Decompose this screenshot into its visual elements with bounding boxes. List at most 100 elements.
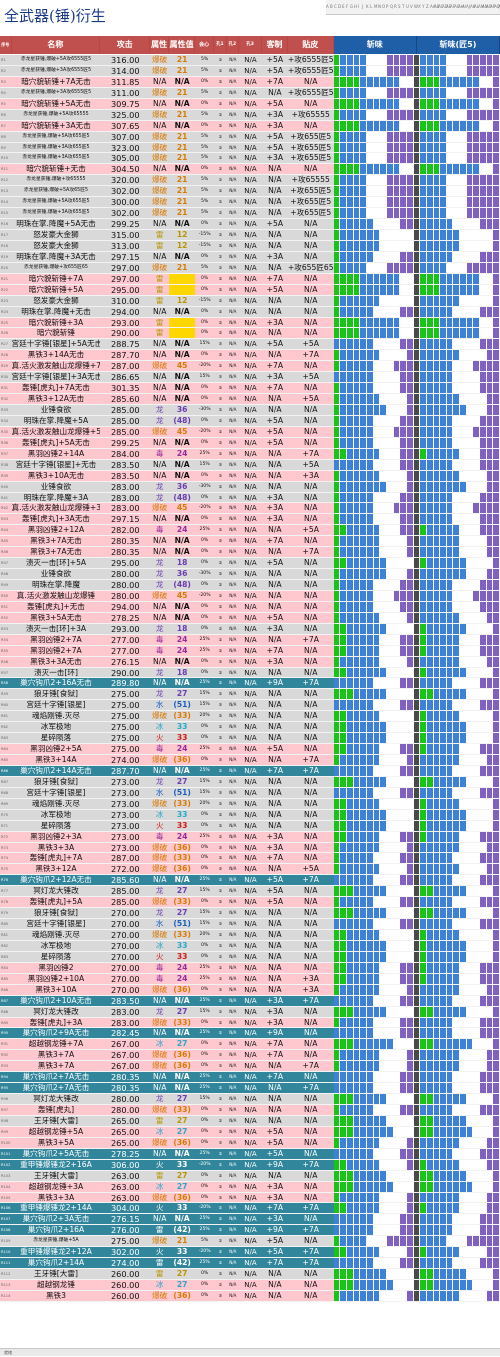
column-letter[interactable]: AM xyxy=(478,4,485,9)
affinity[interactable]: 5% xyxy=(200,144,209,150)
weapon-name[interactable]: 巢穴钩爪2+10A无击 xyxy=(20,995,92,1005)
row-index[interactable]: R94 xyxy=(1,1075,9,1080)
decoration[interactable]: N/A xyxy=(304,230,318,239)
slot-3[interactable]: N/A xyxy=(244,1062,257,1071)
row-index[interactable]: R100 xyxy=(1,1140,11,1145)
row-index[interactable]: R16 xyxy=(1,222,9,227)
affinity[interactable]: 5% xyxy=(200,199,209,205)
decoration[interactable]: +攻6555匠5 xyxy=(287,55,334,64)
custom-upgrade[interactable]: +3A xyxy=(266,1192,284,1202)
slot-1[interactable]: ① xyxy=(218,647,223,653)
table-row[interactable]: R10 赤龙星获锤,爆破+3A攻655匠5 305.00 爆破 21 5% ① N/A N/A +… xyxy=(0,153,500,165)
slot-2[interactable]: N/A xyxy=(229,1216,237,1222)
table-row[interactable]: R112 王牙锤[大雷] 260.00 雷 27 0% ② N/A N/A N/A N/A xyxy=(0,1269,500,1280)
element-value[interactable]: 24 xyxy=(176,634,188,644)
row-index[interactable]: R89 xyxy=(1,1020,9,1025)
slot-1[interactable]: ① xyxy=(218,144,223,150)
element-type[interactable]: 爆破 xyxy=(152,755,168,764)
attack-value[interactable]: 297.15 xyxy=(110,514,140,525)
weapon-name[interactable]: 星碎陨落 xyxy=(40,820,72,830)
decoration[interactable]: N/A xyxy=(304,853,318,863)
custom-upgrade[interactable]: +3A xyxy=(266,1006,284,1016)
slot-3[interactable]: N/A xyxy=(244,395,257,404)
slot-1[interactable]: ② xyxy=(218,800,223,806)
weapon-name[interactable]: 业锤食欲 xyxy=(40,481,72,491)
slot-2[interactable]: N/A xyxy=(229,1205,237,1211)
slot-3[interactable]: N/A xyxy=(244,66,257,75)
table-row[interactable]: R111 巢穴钩爪2+14A 274.00 雷 (42) 25% ② N/A N/A +7A +7A xyxy=(0,1258,500,1270)
attack-value[interactable]: 283.00 xyxy=(110,1017,140,1028)
attack-value[interactable]: 265.00 xyxy=(110,1137,140,1148)
affinity[interactable]: 5% xyxy=(200,155,209,161)
element-value[interactable]: (36) xyxy=(173,1192,191,1202)
element-value[interactable]: 33 xyxy=(176,940,188,950)
element-type[interactable]: 冰 xyxy=(155,940,164,950)
slot-3[interactable]: N/A xyxy=(244,1127,257,1136)
slot-2[interactable]: N/A xyxy=(229,735,237,741)
slot-3[interactable]: N/A xyxy=(244,635,257,644)
element-type[interactable]: N/A xyxy=(152,765,167,775)
attack-value[interactable]: 283.50 xyxy=(110,459,140,470)
row-index[interactable]: R1 xyxy=(1,58,6,62)
custom-upgrade[interactable]: +5A xyxy=(266,744,284,754)
row-index[interactable]: R97 xyxy=(1,1108,9,1112)
custom-upgrade[interactable]: N/A xyxy=(268,940,282,950)
decoration[interactable]: N/A xyxy=(304,437,318,447)
element-value[interactable]: 24 xyxy=(176,645,188,655)
custom-upgrade[interactable]: +3A xyxy=(266,656,284,666)
slot-1[interactable]: ① xyxy=(218,1041,223,1047)
slot-3[interactable]: N/A xyxy=(244,187,257,196)
affinity[interactable]: 0% xyxy=(200,78,209,84)
slot-3[interactable]: N/A xyxy=(244,1193,257,1202)
affinity[interactable]: 0% xyxy=(200,1292,209,1298)
custom-upgrade[interactable]: +7A xyxy=(266,76,284,86)
slot-3[interactable]: N/A xyxy=(244,1095,257,1104)
column-letter[interactable]: AN xyxy=(482,4,488,9)
row-index[interactable]: R53 xyxy=(1,626,9,631)
affinity[interactable]: 15% xyxy=(199,1096,210,1102)
row-index[interactable]: R9 xyxy=(1,145,6,150)
slot-3[interactable]: N/A xyxy=(244,384,257,393)
affinity[interactable]: 0% xyxy=(200,1052,209,1058)
weapon-name[interactable]: 真.活火激发触山龙爆锤+5A xyxy=(11,426,101,436)
slot-2[interactable]: N/A xyxy=(229,724,237,730)
row-index[interactable]: R55 xyxy=(1,648,9,653)
row-index[interactable]: R12 xyxy=(1,178,9,183)
slot-1[interactable]: ③ xyxy=(218,702,223,708)
slot-3[interactable]: N/A xyxy=(244,176,257,185)
decoration[interactable]: +7A xyxy=(302,875,319,885)
element-value[interactable] xyxy=(169,317,196,328)
slot-3[interactable]: N/A xyxy=(244,996,257,1005)
affinity[interactable]: -20% xyxy=(198,1249,211,1255)
element-value[interactable]: N/A xyxy=(174,219,190,229)
element-type[interactable]: N/A xyxy=(152,612,167,622)
weapon-name[interactable]: 溃灭一击[环] xyxy=(34,667,78,677)
attack-value[interactable]: 288.75 xyxy=(110,339,140,350)
element-value[interactable]: (51) xyxy=(173,787,191,797)
element-value[interactable]: N/A xyxy=(174,1083,190,1093)
row-index[interactable]: R5 xyxy=(1,101,6,106)
row-index[interactable]: R61 xyxy=(1,714,9,719)
slot-3[interactable]: N/A xyxy=(244,1116,257,1125)
slot-3[interactable]: N/A xyxy=(244,1029,257,1038)
table-row[interactable]: R64 黑羽凶锤2+5A 275.00 毒 24 25% ① N/A N/A +5A N/A xyxy=(0,744,500,755)
decoration[interactable]: +5A xyxy=(302,525,319,535)
element-type[interactable]: 爆破 xyxy=(152,1017,168,1027)
weapon-name[interactable]: 怒发豪大金狮 xyxy=(33,230,79,239)
element-value[interactable]: N/A xyxy=(174,1148,190,1158)
affinity[interactable]: -30% xyxy=(198,483,211,489)
slot-1[interactable]: ① xyxy=(218,450,223,456)
attack-value[interactable]: 275.00 xyxy=(110,1236,140,1247)
slot-3[interactable]: N/A xyxy=(244,898,257,907)
slot-1[interactable]: ① xyxy=(218,592,223,598)
slot-3[interactable]: N/A xyxy=(244,263,257,272)
slot-3[interactable]: N/A xyxy=(244,865,257,874)
slot-3[interactable]: N/A xyxy=(244,712,257,721)
table-row[interactable]: R50 真.活火激发触山龙爆锤 280.00 爆破 45 -20% ① N/A N/A N/A N/… xyxy=(0,590,500,602)
slot-3[interactable]: N/A xyxy=(244,701,257,710)
element-value[interactable]: 45 xyxy=(176,590,188,600)
weapon-name[interactable]: 巢穴钩爪2+14A xyxy=(27,1258,85,1268)
slot-3[interactable]: N/A xyxy=(244,876,257,885)
element-value[interactable]: 12 xyxy=(176,240,188,250)
slot-2[interactable]: N/A xyxy=(229,877,237,883)
